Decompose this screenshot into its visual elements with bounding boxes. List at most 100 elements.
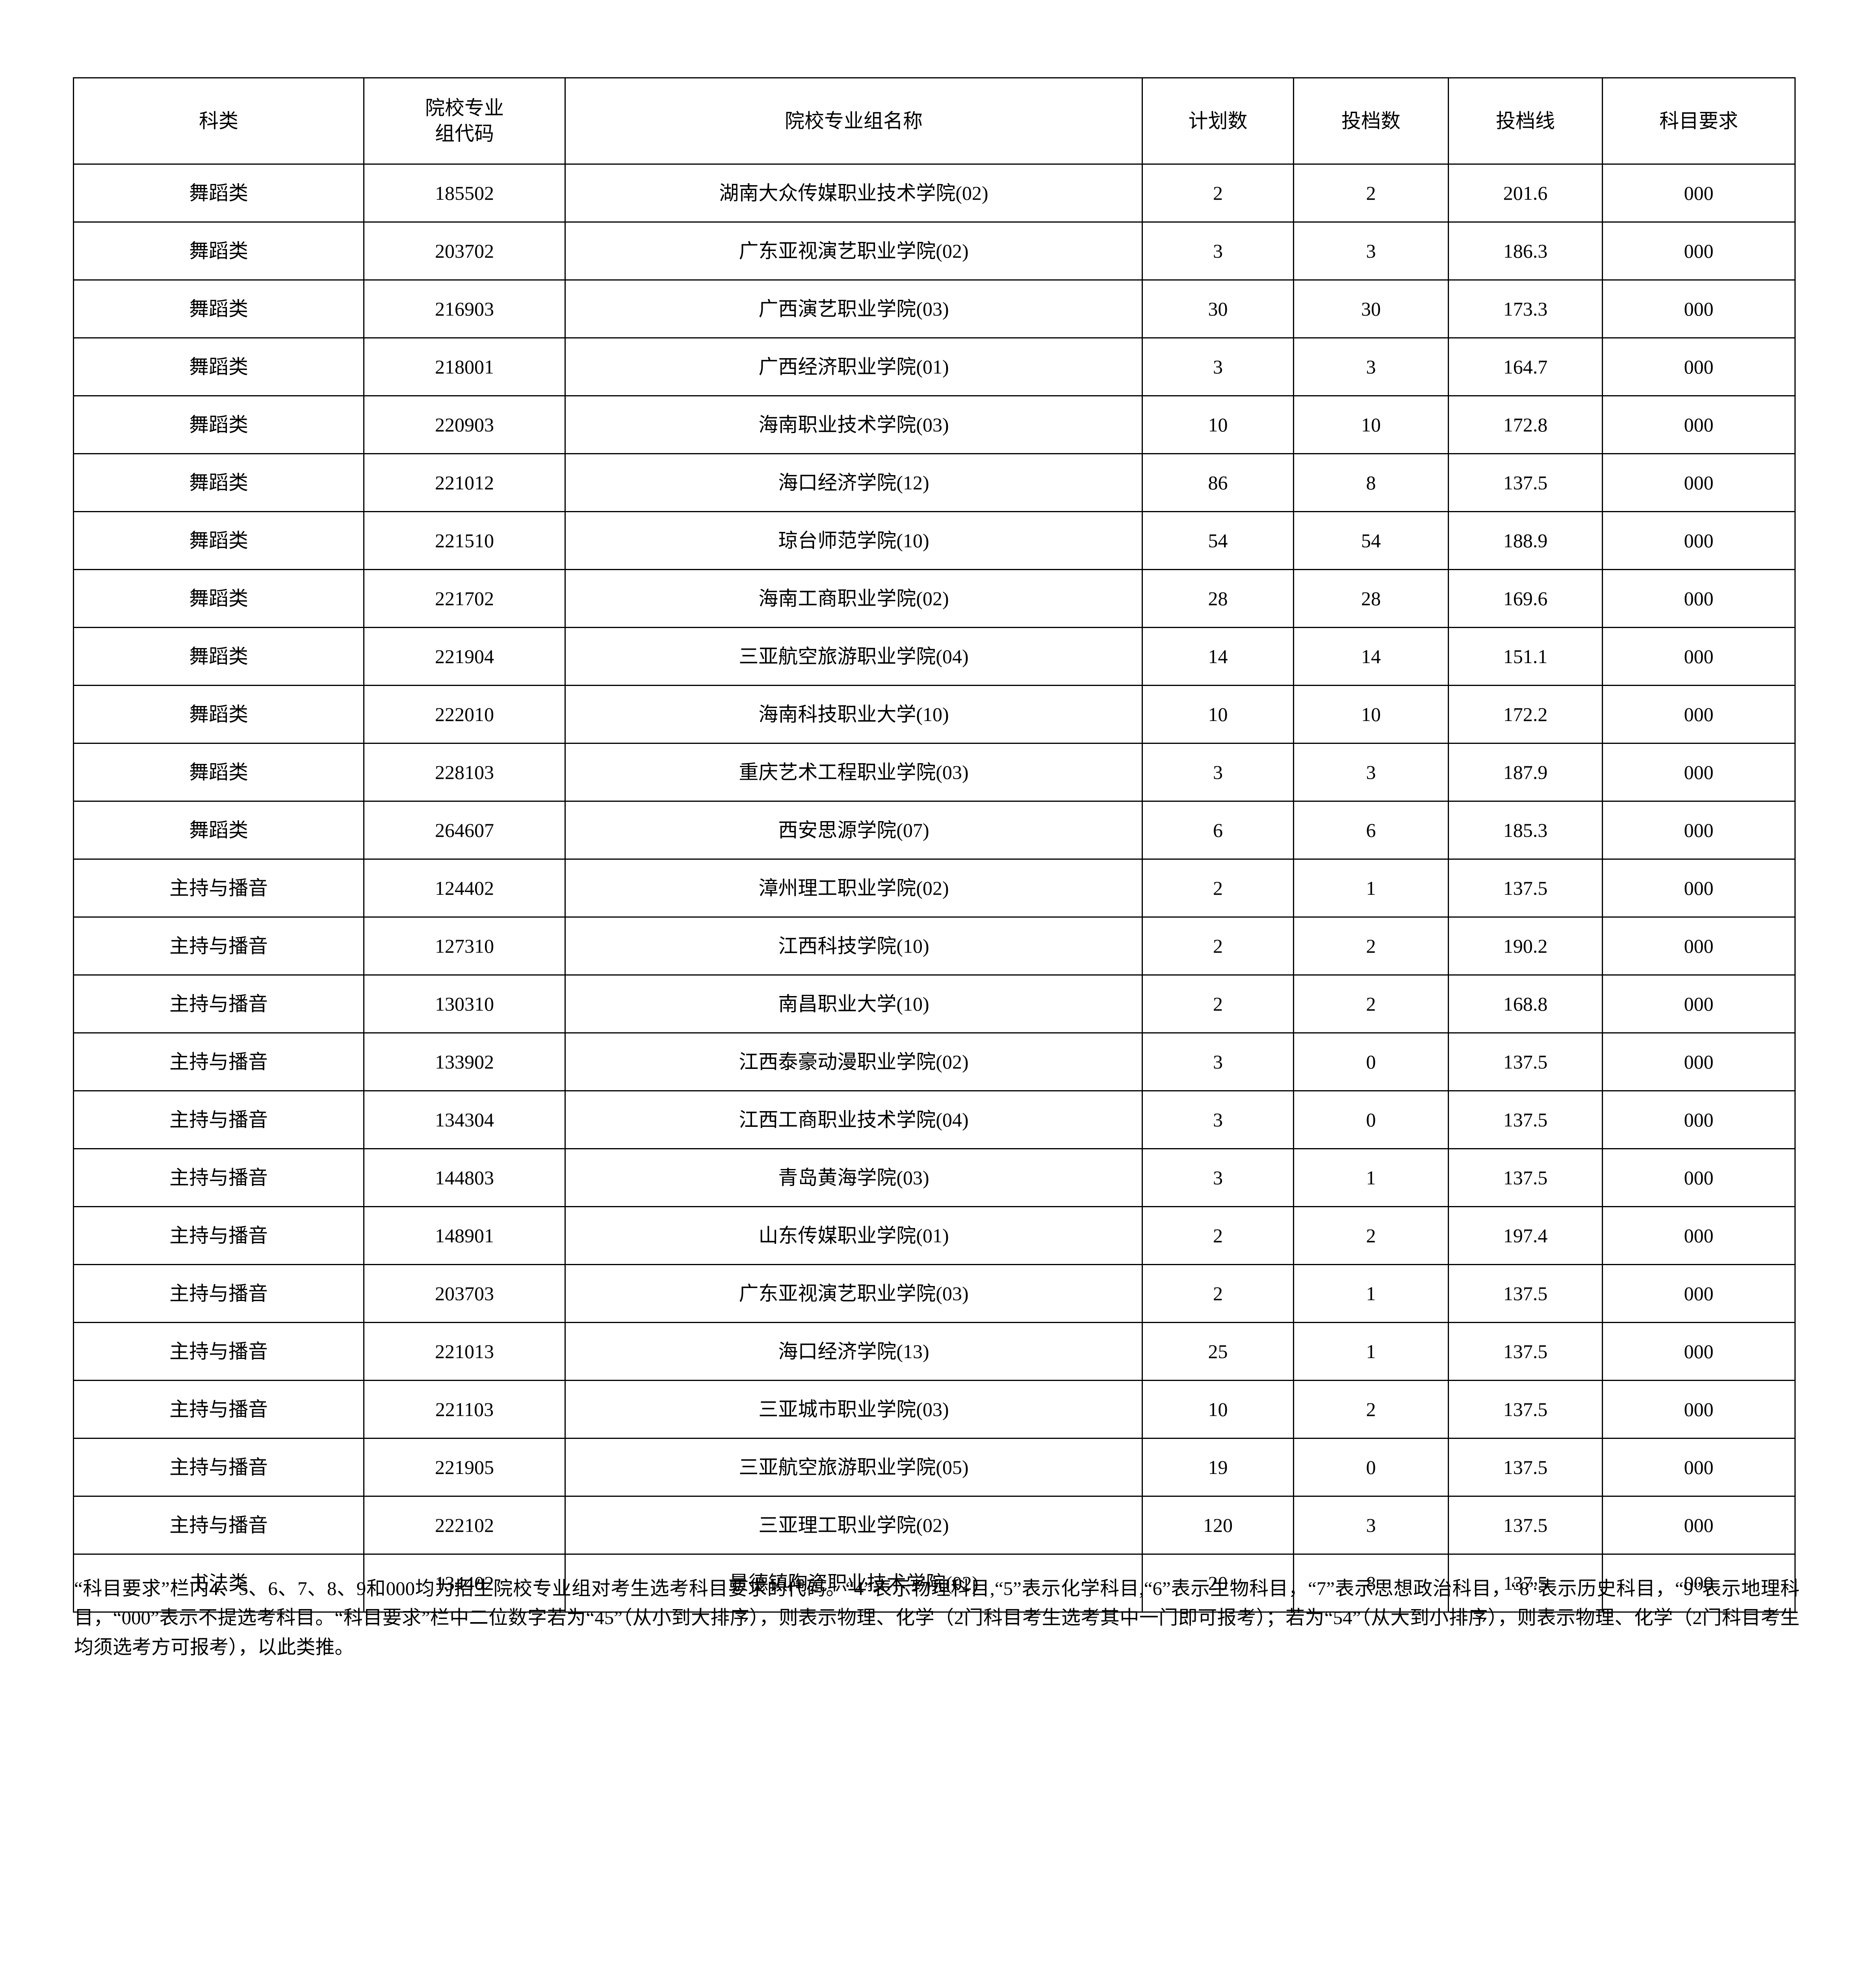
table-row: 舞蹈类 220903 海南职业技术学院(03) 10 10 172.8 000 [73, 395, 1796, 454]
cell-group-name: 广西经济职业学院(01) [565, 337, 1143, 396]
cell-submitted-count: 8 [1293, 453, 1449, 512]
cell-plan-count: 6 [1142, 801, 1294, 860]
table-row: 舞蹈类 221510 琼台师范学院(10) 54 54 188.9 000 [73, 511, 1796, 570]
cell-category: 主持与播音 [73, 859, 364, 918]
table-row: 舞蹈类 218001 广西经济职业学院(01) 3 3 164.7 000 [73, 337, 1796, 396]
cell-category: 舞蹈类 [73, 337, 364, 396]
cell-group-name: 西安思源学院(07) [565, 801, 1143, 860]
cell-submitted-count: 2 [1293, 1206, 1449, 1265]
cell-group-name: 海南工商职业学院(02) [565, 569, 1143, 628]
cell-subject-requirement: 000 [1602, 337, 1796, 396]
cell-subject-requirement: 000 [1602, 859, 1796, 918]
cell-subject-requirement: 000 [1602, 1206, 1796, 1265]
cell-group-name: 南昌职业大学(10) [565, 974, 1143, 1033]
cell-plan-count: 19 [1142, 1438, 1294, 1497]
column-header-subject-requirement: 科目要求 [1602, 77, 1796, 165]
cell-plan-count: 10 [1142, 1380, 1294, 1439]
table-row: 主持与播音 124402 漳州理工职业学院(02) 2 1 137.5 000 [73, 859, 1796, 918]
cell-plan-count: 3 [1142, 221, 1294, 281]
table-row: 舞蹈类 264607 西安思源学院(07) 6 6 185.3 000 [73, 801, 1796, 860]
cell-subject-requirement: 000 [1602, 569, 1796, 628]
cell-group-name: 广东亚视演艺职业学院(02) [565, 221, 1143, 281]
table-row: 舞蹈类 203702 广东亚视演艺职业学院(02) 3 3 186.3 000 [73, 221, 1796, 281]
table-row: 主持与播音 221013 海口经济学院(13) 25 1 137.5 000 [73, 1322, 1796, 1381]
column-header-group-name-line1: 院校专业组名称 [785, 110, 923, 132]
cell-group-name: 海口经济学院(12) [565, 453, 1143, 512]
cell-plan-count: 86 [1142, 453, 1294, 512]
column-header-group-code-line1: 院校专业 [425, 97, 504, 119]
cell-group-name: 漳州理工职业学院(02) [565, 859, 1143, 918]
cell-submitted-count: 3 [1293, 337, 1449, 396]
column-header-group-code: 院校专业 组代码 [363, 77, 566, 165]
column-header-cutoff-score: 投档线 [1448, 77, 1603, 165]
cell-cutoff-score: 137.5 [1448, 1380, 1603, 1439]
cell-submitted-count: 1 [1293, 1322, 1449, 1381]
cell-submitted-count: 1 [1293, 1264, 1449, 1323]
cell-category: 主持与播音 [73, 1032, 364, 1091]
admission-score-table: 科类 院校专业 组代码 院校专业组名称 计划数 投档数 [73, 77, 1796, 1613]
cell-plan-count: 2 [1142, 916, 1294, 976]
cell-plan-count: 120 [1142, 1496, 1294, 1555]
cell-group-code: 203702 [363, 221, 566, 281]
cell-category: 主持与播音 [73, 916, 364, 976]
cell-cutoff-score: 137.5 [1448, 1554, 1603, 1613]
cell-group-code: 221510 [363, 511, 566, 570]
table-row: 主持与播音 134304 江西工商职业技术学院(04) 3 0 137.5 000 [73, 1090, 1796, 1149]
table-row: 主持与播音 144803 青岛黄海学院(03) 3 1 137.5 000 [73, 1148, 1796, 1207]
cell-group-code: 221702 [363, 569, 566, 628]
cell-plan-count: 30 [1142, 279, 1294, 338]
column-header-plan-count-line1: 计划数 [1188, 110, 1248, 132]
cell-group-name: 重庆艺术工程职业学院(03) [565, 743, 1143, 802]
cell-category: 舞蹈类 [73, 801, 364, 860]
cell-cutoff-score: 190.2 [1448, 916, 1603, 976]
cell-cutoff-score: 173.3 [1448, 279, 1603, 338]
table-row: 舞蹈类 228103 重庆艺术工程职业学院(03) 3 3 187.9 000 [73, 743, 1796, 802]
cell-group-code: 216903 [363, 279, 566, 338]
cell-cutoff-score: 172.8 [1448, 395, 1603, 454]
cell-cutoff-score: 201.6 [1448, 164, 1603, 223]
table-row: 书法类 134402 景德镇陶瓷职业技术学院(02) 20 8 137.5 000 [73, 1554, 1796, 1613]
cell-group-name: 三亚城市职业学院(03) [565, 1380, 1143, 1439]
cell-subject-requirement: 000 [1602, 1322, 1796, 1381]
cell-cutoff-score: 172.2 [1448, 685, 1603, 744]
cell-cutoff-score: 137.5 [1448, 1322, 1603, 1381]
cell-category: 舞蹈类 [73, 279, 364, 338]
cell-plan-count: 2 [1142, 859, 1294, 918]
column-header-category: 科类 [73, 77, 364, 165]
cell-subject-requirement: 000 [1602, 1496, 1796, 1555]
cell-cutoff-score: 137.5 [1448, 1090, 1603, 1149]
cell-group-code: 148901 [363, 1206, 566, 1265]
cell-group-name: 湖南大众传媒职业技术学院(02) [565, 164, 1143, 223]
cell-plan-count: 3 [1142, 1090, 1294, 1149]
cell-plan-count: 10 [1142, 685, 1294, 744]
cell-cutoff-score: 137.5 [1448, 1496, 1603, 1555]
cell-submitted-count: 8 [1293, 1554, 1449, 1613]
cell-plan-count: 14 [1142, 627, 1294, 686]
table-row: 舞蹈类 221702 海南工商职业学院(02) 28 28 169.6 000 [73, 569, 1796, 628]
cell-submitted-count: 28 [1293, 569, 1449, 628]
cell-group-code: 144803 [363, 1148, 566, 1207]
table-header: 科类 院校专业 组代码 院校专业组名称 计划数 投档数 [73, 77, 1796, 165]
cell-cutoff-score: 137.5 [1448, 1438, 1603, 1497]
cell-group-name: 江西工商职业技术学院(04) [565, 1090, 1143, 1149]
cell-submitted-count: 1 [1293, 1148, 1449, 1207]
cell-category: 舞蹈类 [73, 395, 364, 454]
table-row: 主持与播音 127310 江西科技学院(10) 2 2 190.2 000 [73, 916, 1796, 976]
cell-group-code: 203703 [363, 1264, 566, 1323]
cell-submitted-count: 3 [1293, 221, 1449, 281]
table-body: 舞蹈类 185502 湖南大众传媒职业技术学院(02) 2 2 201.6 000 舞蹈类 20… [73, 164, 1796, 1613]
table-row: 主持与播音 221103 三亚城市职业学院(03) 10 2 137.5 000 [73, 1380, 1796, 1439]
cell-category: 舞蹈类 [73, 453, 364, 512]
cell-plan-count: 2 [1142, 164, 1294, 223]
cell-cutoff-score: 164.7 [1448, 337, 1603, 396]
table-row: 主持与播音 148901 山东传媒职业学院(01) 2 2 197.4 000 [73, 1206, 1796, 1265]
cell-subject-requirement: 000 [1602, 164, 1796, 223]
cell-submitted-count: 0 [1293, 1032, 1449, 1091]
cell-category: 主持与播音 [73, 1438, 364, 1497]
cell-plan-count: 28 [1142, 569, 1294, 628]
cell-category: 主持与播音 [73, 1090, 364, 1149]
cell-cutoff-score: 169.6 [1448, 569, 1603, 628]
cell-group-name: 江西泰豪动漫职业学院(02) [565, 1032, 1143, 1091]
cell-cutoff-score: 137.5 [1448, 1032, 1603, 1091]
